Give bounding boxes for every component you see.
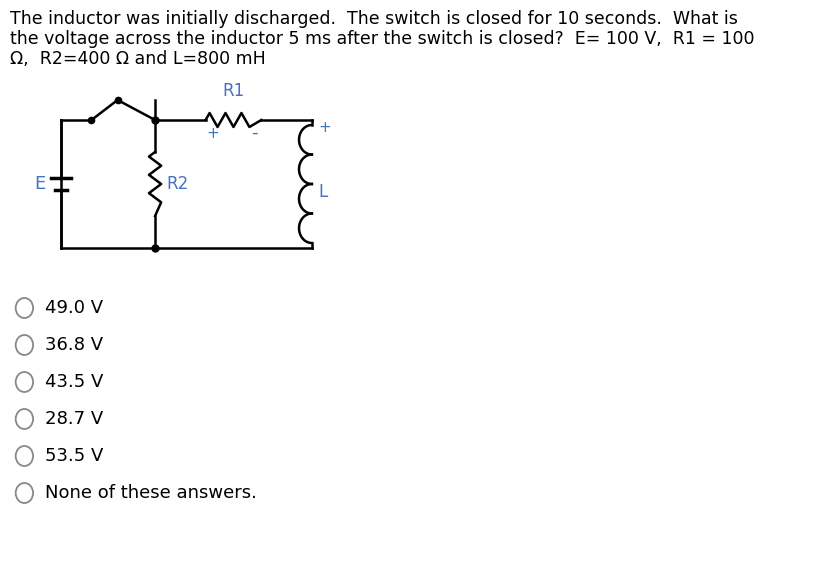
Text: -: - bbox=[251, 124, 258, 142]
Text: +: + bbox=[319, 120, 332, 136]
Text: L: L bbox=[319, 183, 328, 201]
Text: E: E bbox=[34, 175, 45, 193]
Text: 28.7 V: 28.7 V bbox=[45, 410, 103, 428]
Text: 36.8 V: 36.8 V bbox=[45, 336, 103, 354]
Text: Ω,  R2=400 Ω and L=800 mH: Ω, R2=400 Ω and L=800 mH bbox=[11, 50, 266, 68]
Text: 53.5 V: 53.5 V bbox=[45, 447, 103, 465]
Text: +: + bbox=[206, 125, 219, 141]
Text: R2: R2 bbox=[167, 175, 188, 193]
Text: 43.5 V: 43.5 V bbox=[45, 373, 103, 391]
Text: The inductor was initially discharged.  The switch is closed for 10 seconds.  Wh: The inductor was initially discharged. T… bbox=[11, 10, 738, 28]
Text: None of these answers.: None of these answers. bbox=[45, 484, 257, 502]
Text: 49.0 V: 49.0 V bbox=[45, 299, 103, 317]
Text: R1: R1 bbox=[223, 82, 244, 100]
Text: the voltage across the inductor 5 ms after the switch is closed?  E= 100 V,  R1 : the voltage across the inductor 5 ms aft… bbox=[11, 30, 755, 48]
